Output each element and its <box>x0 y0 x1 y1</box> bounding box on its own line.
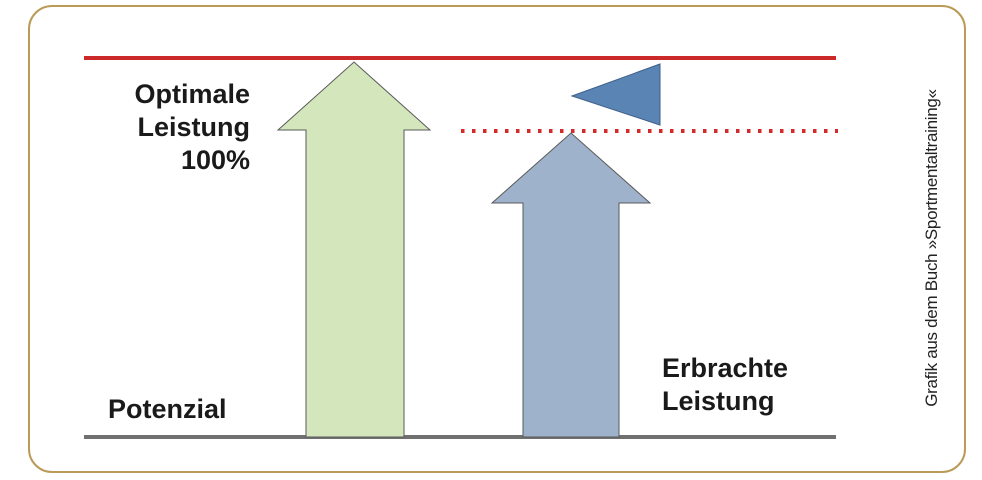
optimal-label-line-2: Leistung <box>137 112 251 142</box>
optimal-label-line-3: 100% <box>180 145 250 175</box>
optimal-performance-label: Optimale Leistung 100% <box>100 78 250 177</box>
achieved-up-arrow-icon <box>490 132 652 438</box>
gap-pointer-left-triangle-icon <box>570 63 661 126</box>
potential-up-arrow-icon <box>276 61 432 438</box>
achieved-label-line-2: Leistung <box>662 386 775 416</box>
optimal-label-line-1: Optimale <box>134 79 250 109</box>
image-credit: Grafik aus dem Buch »Sportmentaltraining… <box>922 89 941 407</box>
diagram-frame <box>28 5 966 473</box>
achieved-label-line-1: Erbrachte <box>662 353 789 383</box>
potential-label: Potenzial <box>108 394 227 424</box>
achieved-performance-label: Erbrachte Leistung <box>662 352 788 418</box>
